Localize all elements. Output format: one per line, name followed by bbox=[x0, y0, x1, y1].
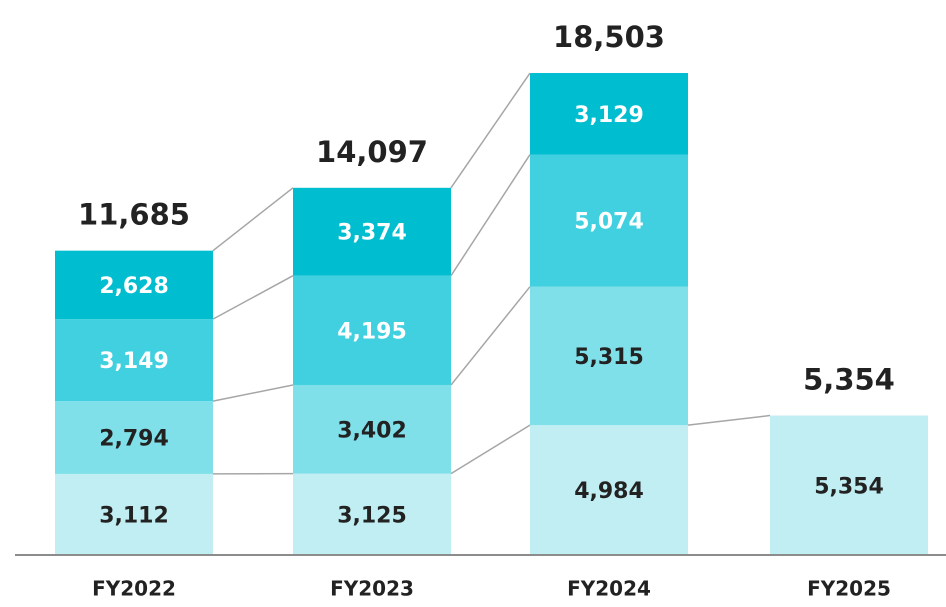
segment-label: 3,112 bbox=[99, 503, 169, 528]
bar-segment bbox=[293, 275, 451, 385]
connector-line bbox=[450, 424, 531, 475]
x-tick-label: FY2025 bbox=[807, 577, 891, 601]
connector-line bbox=[687, 414, 771, 426]
segment-label: 2,628 bbox=[99, 274, 169, 299]
bar-segment bbox=[530, 425, 688, 555]
total-label: 14,097 bbox=[316, 135, 428, 169]
segment-label: 4,195 bbox=[337, 319, 407, 344]
total-label: 18,503 bbox=[553, 20, 665, 54]
connector-line bbox=[450, 286, 531, 386]
total-label: 11,685 bbox=[78, 198, 190, 232]
segment-label: 2,794 bbox=[99, 427, 169, 452]
segment-label: 3,402 bbox=[337, 418, 407, 443]
bar-segment bbox=[55, 473, 213, 555]
segment-label: 5,354 bbox=[814, 474, 884, 499]
bar-segment bbox=[293, 473, 451, 555]
bar-segment bbox=[55, 250, 213, 320]
bar-segment bbox=[293, 187, 451, 276]
connector-line bbox=[450, 72, 531, 189]
connector-line bbox=[212, 384, 294, 402]
segment-label: 5,074 bbox=[574, 210, 644, 235]
bar-segment bbox=[293, 384, 451, 474]
x-tick-label: FY2024 bbox=[567, 577, 651, 601]
segment-label: 5,315 bbox=[574, 345, 644, 370]
bar-segment bbox=[770, 415, 928, 555]
segment-label: 4,984 bbox=[574, 479, 644, 504]
segment-label: 3,149 bbox=[99, 349, 169, 374]
bar-segment bbox=[530, 286, 688, 426]
segment-label: 3,129 bbox=[574, 103, 644, 128]
connector-line bbox=[212, 275, 294, 320]
connector-line bbox=[212, 187, 294, 252]
total-label: 5,354 bbox=[803, 363, 895, 397]
x-tick-label: FY2023 bbox=[330, 577, 414, 601]
segment-label: 3,125 bbox=[337, 503, 407, 528]
bar-segment bbox=[55, 319, 213, 402]
x-tick-label: FY2022 bbox=[92, 577, 176, 601]
bar-segment bbox=[530, 73, 688, 155]
connector-line bbox=[450, 154, 531, 277]
bar-segment bbox=[530, 154, 688, 287]
bar-segment bbox=[55, 401, 213, 474]
segment-label: 3,374 bbox=[337, 221, 407, 246]
